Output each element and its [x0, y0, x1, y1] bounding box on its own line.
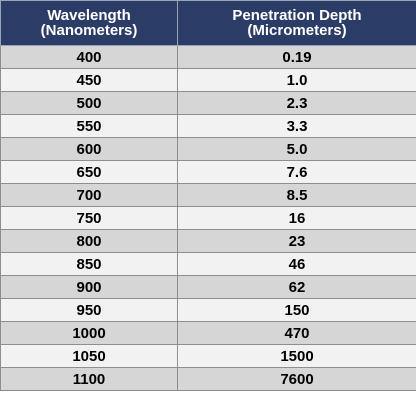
depth-cell: 7.6 — [177, 160, 416, 184]
table-row: 650 7.6 — [0, 160, 416, 184]
table-row: 500 2.3 — [0, 91, 416, 115]
table-row: 1000 470 — [0, 321, 416, 345]
wavelength-cell: 900 — [0, 275, 178, 299]
wavelength-cell: 800 — [0, 229, 178, 253]
header-wavelength: Wavelength (Nanometers) — [0, 0, 178, 46]
depth-cell: 1500 — [177, 344, 416, 368]
wavelength-cell: 850 — [0, 252, 178, 276]
table-row: 450 1.0 — [0, 68, 416, 92]
depth-cell: 0.19 — [177, 45, 416, 69]
table-row: 800 23 — [0, 229, 416, 253]
table-body: 400 0.19 450 1.0 500 2.3 550 3.3 600 5.0 650 7.6 700… — [0, 45, 416, 391]
depth-cell: 5.0 — [177, 137, 416, 161]
wavelength-cell: 600 — [0, 137, 178, 161]
penetration-depth-table: Wavelength (Nanometers) Penetration Dept… — [0, 0, 416, 391]
depth-cell: 3.3 — [177, 114, 416, 138]
table-row: 550 3.3 — [0, 114, 416, 138]
table-row: 900 62 — [0, 275, 416, 299]
wavelength-cell: 650 — [0, 160, 178, 184]
table-row: 600 5.0 — [0, 137, 416, 161]
header-depth-unit: (Micrometers) — [247, 22, 347, 39]
header-wavelength-unit: (Nanometers) — [40, 22, 138, 39]
wavelength-cell: 750 — [0, 206, 178, 230]
depth-cell: 7600 — [177, 367, 416, 391]
header-wavelength-title: Wavelength — [47, 7, 131, 24]
header-row: Wavelength (Nanometers) Penetration Dept… — [0, 0, 416, 46]
table-row: 950 150 — [0, 298, 416, 322]
depth-cell: 1.0 — [177, 68, 416, 92]
wavelength-cell: 950 — [0, 298, 178, 322]
table-row: 1100 7600 — [0, 367, 416, 391]
table-row: 850 46 — [0, 252, 416, 276]
table-row: 750 16 — [0, 206, 416, 230]
depth-cell: 150 — [177, 298, 416, 322]
table-header: Wavelength (Nanometers) Penetration Dept… — [0, 0, 416, 46]
wavelength-cell: 1050 — [0, 344, 178, 368]
depth-cell: 62 — [177, 275, 416, 299]
header-depth-title: Penetration Depth — [232, 7, 362, 24]
depth-cell: 2.3 — [177, 91, 416, 115]
table-row: 400 0.19 — [0, 45, 416, 69]
depth-cell: 470 — [177, 321, 416, 345]
wavelength-cell: 1100 — [0, 367, 178, 391]
wavelength-cell: 450 — [0, 68, 178, 92]
depth-cell: 16 — [177, 206, 416, 230]
depth-cell: 46 — [177, 252, 416, 276]
wavelength-cell: 550 — [0, 114, 178, 138]
depth-cell: 8.5 — [177, 183, 416, 207]
depth-cell: 23 — [177, 229, 416, 253]
wavelength-cell: 700 — [0, 183, 178, 207]
header-penetration-depth: Penetration Depth (Micrometers) — [177, 0, 416, 46]
table-row: 700 8.5 — [0, 183, 416, 207]
wavelength-cell: 400 — [0, 45, 178, 69]
table-row: 1050 1500 — [0, 344, 416, 368]
wavelength-cell: 500 — [0, 91, 178, 115]
wavelength-cell: 1000 — [0, 321, 178, 345]
